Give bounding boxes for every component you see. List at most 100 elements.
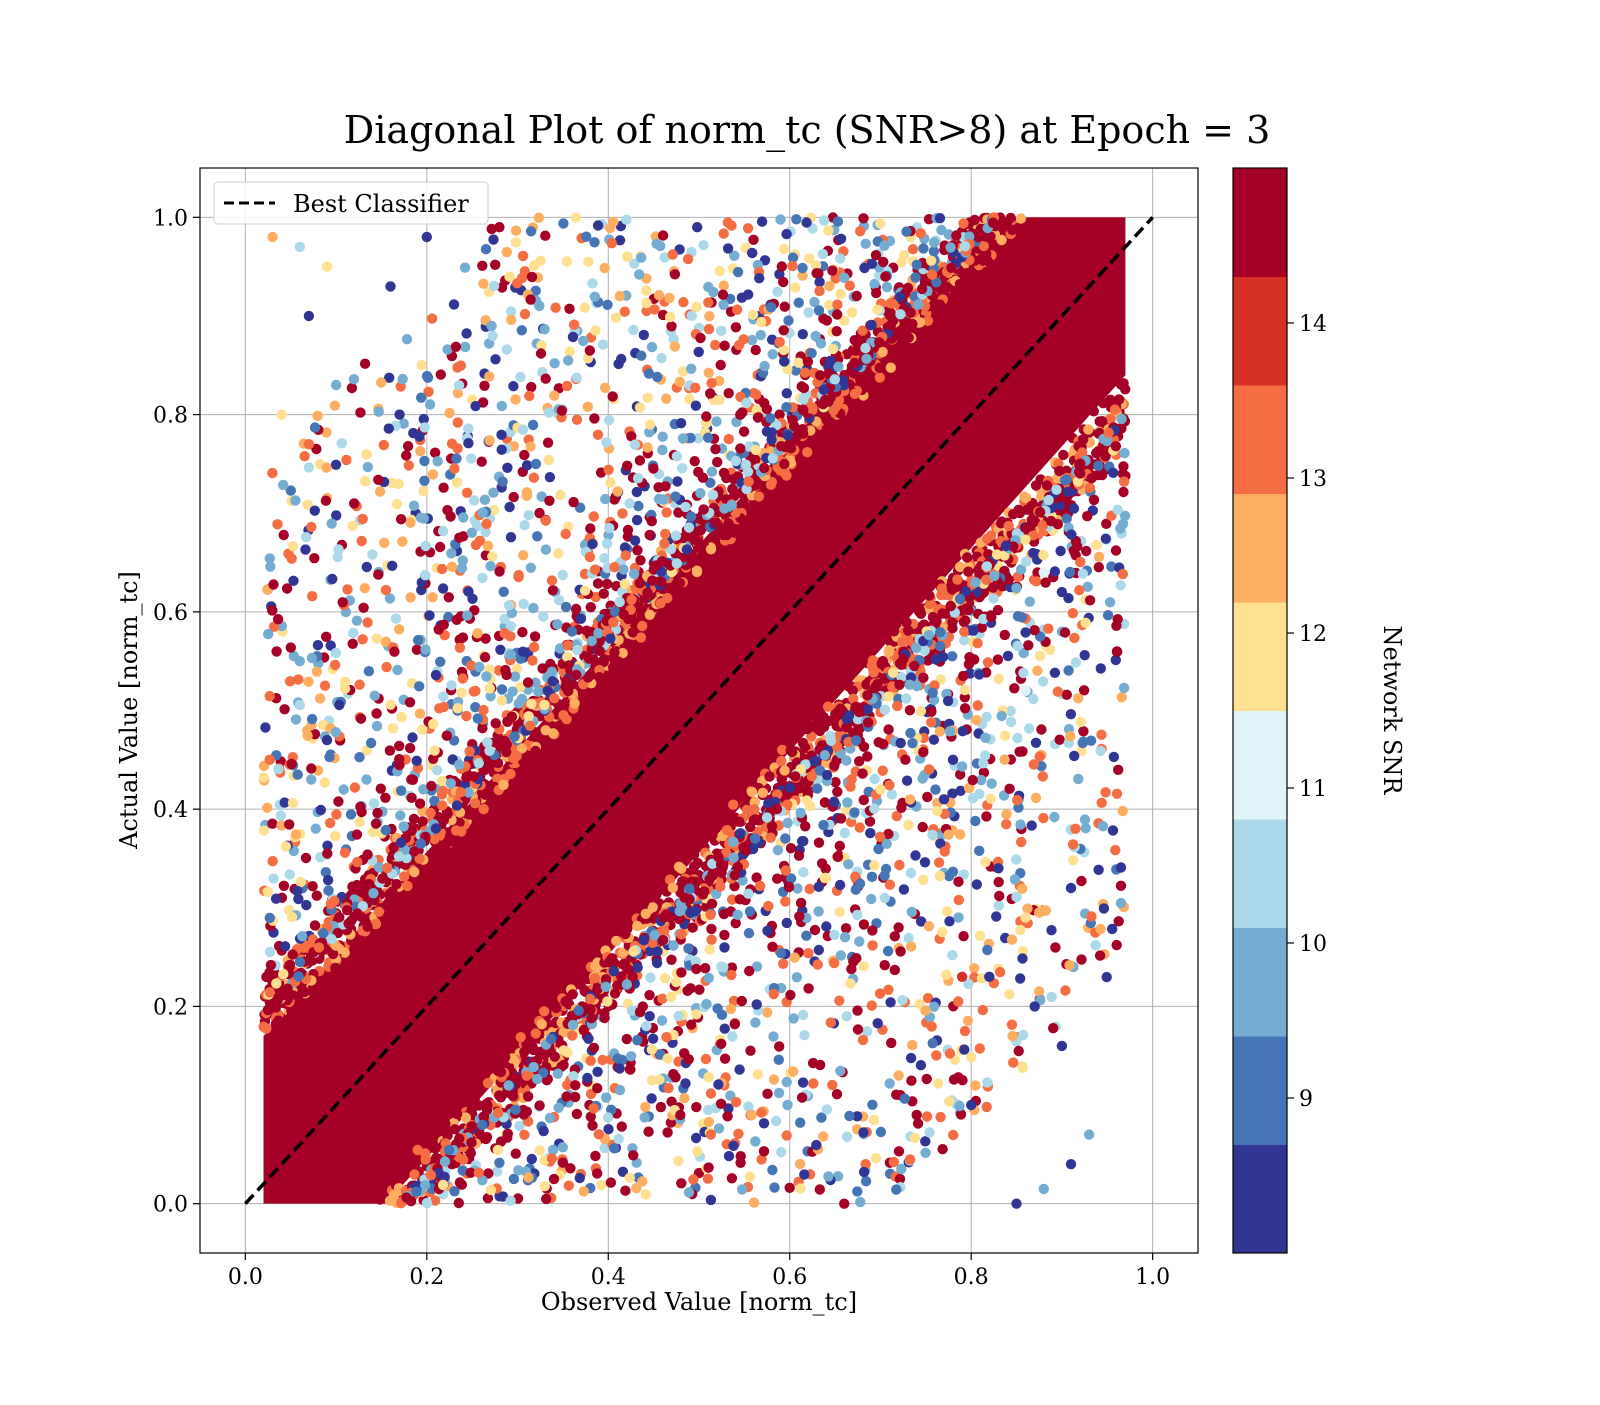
- scatter-point: [280, 941, 290, 951]
- scatter-point: [676, 967, 686, 977]
- scatter-point: [858, 213, 868, 223]
- scatter-point: [970, 1080, 980, 1090]
- scatter-point: [793, 425, 803, 435]
- scatter-point: [664, 293, 674, 303]
- scatter-point: [360, 359, 370, 369]
- scatter-point: [541, 515, 551, 525]
- scatter-point: [617, 508, 627, 518]
- scatter-point: [565, 347, 575, 357]
- scatter-point: [362, 617, 372, 627]
- scatter-point: [1118, 806, 1128, 816]
- scatter-point: [779, 244, 789, 254]
- scatter-point: [293, 894, 303, 904]
- scatter-point: [1058, 450, 1068, 460]
- scatter-point: [259, 772, 269, 782]
- scatter-point: [543, 438, 553, 448]
- scatter-point: [600, 263, 610, 273]
- scatter-point: [952, 574, 962, 584]
- scatter-point: [819, 385, 829, 395]
- scatter-point: [1060, 627, 1070, 637]
- scatter-point: [394, 760, 404, 770]
- scatter-point: [924, 921, 934, 931]
- scatter-point: [480, 495, 490, 505]
- scatter-point: [496, 1092, 506, 1102]
- scatter-point: [958, 218, 968, 228]
- scatter-point: [478, 279, 488, 289]
- scatter-point: [457, 563, 467, 573]
- scatter-point: [823, 431, 833, 441]
- scatter-point: [712, 1003, 722, 1013]
- scatter-point: [633, 473, 643, 483]
- scatter-point: [935, 871, 945, 881]
- scatter-point: [823, 225, 833, 235]
- scatter-point: [1112, 940, 1122, 950]
- scatter-point: [891, 1184, 901, 1194]
- scatter-point: [472, 628, 482, 638]
- scatter-point: [920, 1136, 930, 1146]
- scatter-point: [1093, 446, 1103, 456]
- scatter-point: [722, 1111, 732, 1121]
- scatter-point: [1096, 730, 1106, 740]
- scatter-point: [756, 1107, 766, 1117]
- scatter-point: [615, 291, 625, 301]
- scatter-point: [936, 225, 946, 235]
- scatter-point: [857, 768, 867, 778]
- scatter-point: [869, 860, 879, 870]
- scatter-point: [361, 774, 371, 784]
- scatter-point: [416, 360, 426, 370]
- scatter-point: [1118, 569, 1128, 579]
- scatter-point: [1083, 424, 1093, 434]
- scatter-point: [404, 1159, 414, 1169]
- scatter-point: [947, 651, 957, 661]
- scatter-point: [634, 269, 644, 279]
- scatter-point: [483, 759, 493, 769]
- scatter-point: [665, 312, 675, 322]
- scatter-point: [263, 1005, 273, 1015]
- scatter-point: [727, 1031, 737, 1041]
- scatter-point: [698, 240, 708, 250]
- scatter-point: [562, 1047, 572, 1057]
- scatter-point: [585, 523, 595, 533]
- scatter-point: [562, 381, 572, 391]
- scatter-point: [764, 771, 774, 781]
- scatter-point: [540, 231, 550, 241]
- scatter-point: [398, 374, 408, 384]
- scatter-point: [510, 1073, 520, 1083]
- scatter-point: [701, 1054, 711, 1064]
- scatter-point: [537, 1019, 547, 1029]
- scatter-point: [862, 751, 872, 761]
- scatter-point: [823, 1171, 833, 1181]
- scatter-point: [1102, 972, 1112, 982]
- scatter-point: [1112, 789, 1122, 799]
- scatter-point: [637, 1176, 647, 1186]
- scatter-point: [767, 1165, 777, 1175]
- scatter-point: [602, 579, 612, 589]
- scatter-point: [827, 265, 837, 275]
- scatter-point: [1000, 731, 1010, 741]
- scatter-point: [1110, 404, 1120, 414]
- scatter-point: [493, 1145, 503, 1155]
- scatter-point: [600, 494, 610, 504]
- scatter-point: [527, 655, 537, 665]
- scatter-point: [592, 1168, 602, 1178]
- scatter-point: [362, 849, 372, 859]
- scatter-point: [646, 1093, 656, 1103]
- scatter-point: [775, 337, 785, 347]
- scatter-point: [496, 1067, 506, 1077]
- scatter-point: [444, 408, 454, 418]
- scatter-point: [562, 256, 572, 266]
- scatter-point: [813, 906, 823, 916]
- scatter-point: [354, 817, 364, 827]
- scatter-point: [963, 567, 973, 577]
- scatter-point: [438, 786, 448, 796]
- scatter-point: [906, 868, 916, 878]
- scatter-point: [527, 1154, 537, 1164]
- scatter-point: [388, 723, 398, 733]
- scatter-point: [822, 315, 832, 325]
- scatter-point: [523, 677, 533, 687]
- scatter-point: [1060, 985, 1070, 995]
- scatter-point: [829, 797, 839, 807]
- scatter-point: [1066, 529, 1076, 539]
- scatter-point: [706, 924, 716, 934]
- scatter-point: [832, 787, 842, 797]
